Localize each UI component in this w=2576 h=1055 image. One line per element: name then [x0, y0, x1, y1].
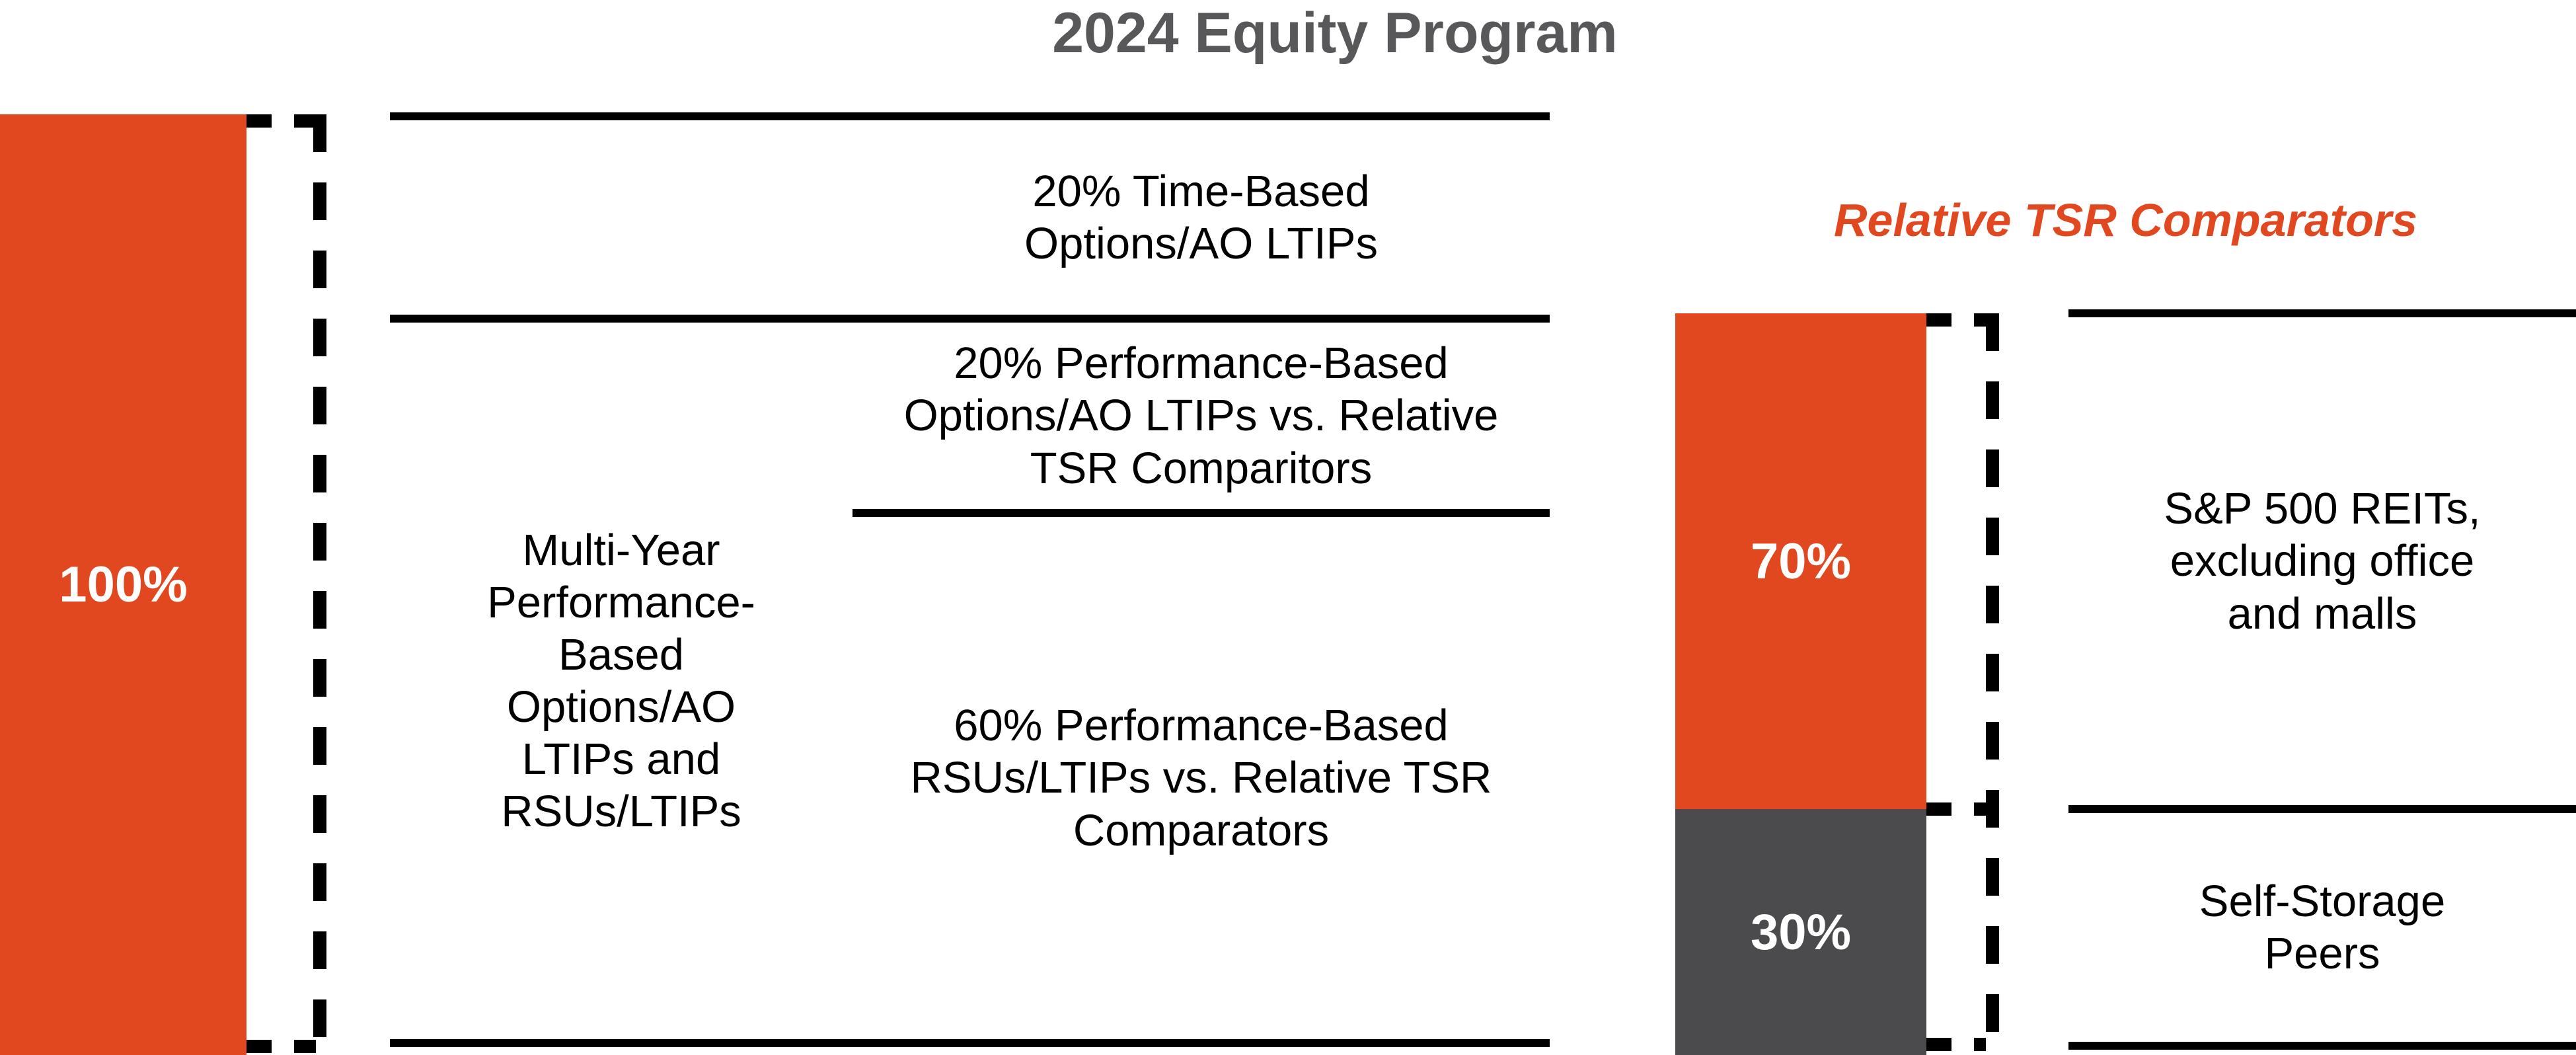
comparator-bar-segment-selfstorage: 30%	[1675, 809, 1926, 1055]
right-table-top-line	[2068, 309, 2576, 317]
left-table-bottom-line	[390, 1039, 1550, 1047]
right-table-row-divider-line	[2068, 805, 2576, 813]
sp500-reits-label: S&P 500 REITs, excluding office and mall…	[2164, 484, 2481, 639]
left-table-top-line	[390, 112, 1550, 120]
total-equity-bar: 100%	[0, 114, 246, 1055]
multi-year-span-label: Multi-Year Performance- Based Options/AO…	[487, 525, 755, 837]
left-table-row2-divider-line	[852, 509, 1550, 517]
row-time-based-options-label: 20% Time-Based Options/AO LTIPs	[1024, 166, 1378, 268]
left-bracket-vertical-line	[313, 114, 326, 1055]
right-bracket-middle-connector	[1926, 802, 1986, 816]
row-performance-options-label: 20% Performance-Based Options/AO LTIPs v…	[903, 338, 1499, 493]
right-bracket-top-connector	[1926, 313, 1986, 327]
relative-tsr-comparators-title: Relative TSR Comparators	[1833, 194, 2418, 246]
comparator-bar-segment-selfstorage-label: 30%	[1750, 904, 1852, 960]
row-performance-rsus-label: 60% Performance-Based RSUs/LTIPs vs. Rel…	[910, 701, 1492, 855]
right-bracket-vertical-line	[1986, 313, 1999, 1055]
self-storage-peers-label: Self-Storage Peers	[2199, 876, 2446, 978]
comparator-weighting-bar: 70% 30%	[1675, 313, 1926, 1055]
page-title: 2024 Equity Program	[1052, 1, 1618, 65]
left-bracket-bottom-connector	[246, 1040, 316, 1053]
total-equity-bar-label: 100%	[59, 557, 188, 613]
left-table-row1-divider-line	[390, 315, 1550, 323]
right-bracket-bottom-connector	[1926, 1038, 1986, 1051]
comparator-bar-segment-sp500-label: 70%	[1750, 533, 1852, 590]
left-bracket-top-connector	[246, 114, 316, 128]
comparator-bar-segment-sp500: 70%	[1675, 313, 1926, 809]
right-table-bottom-line	[2068, 1042, 2576, 1050]
